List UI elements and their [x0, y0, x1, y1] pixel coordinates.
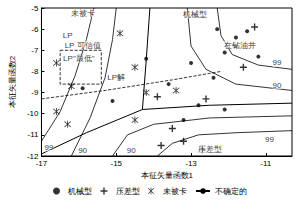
svg-text:LP 可信值: LP 可信值	[65, 41, 101, 50]
svg-text:-13: -13	[185, 159, 197, 168]
svg-text:压差型: 压差型	[116, 187, 140, 196]
svg-text:-9: -9	[31, 88, 39, 97]
svg-text:99: 99	[273, 58, 282, 67]
svg-text:-11: -11	[260, 159, 272, 168]
svg-text:未被卡: 未被卡	[71, 9, 95, 18]
svg-text:99: 99	[265, 135, 274, 144]
svg-text:-12: -12	[26, 151, 39, 161]
svg-text:90: 90	[78, 146, 87, 155]
svg-text:机械型: 机械型	[68, 187, 92, 196]
svg-text:未被卡: 未被卡	[163, 187, 187, 196]
svg-text:LP"最低": LP"最低"	[63, 54, 95, 63]
svg-text:本征矢量函数2: 本征矢量函数2	[8, 55, 17, 108]
svg-text:-11: -11	[27, 130, 39, 139]
svg-text:90: 90	[127, 146, 136, 155]
svg-text:-6: -6	[31, 25, 39, 34]
svg-text:不确定的: 不确定的	[215, 187, 247, 196]
svg-text:99: 99	[44, 143, 53, 152]
svg-text:-5: -5	[31, 4, 39, 13]
svg-text:-7: -7	[31, 46, 39, 55]
svg-text:90: 90	[273, 81, 282, 90]
svg-text:本征矢量函数1: 本征矢量函数1	[141, 171, 194, 180]
svg-text:机械型: 机械型	[183, 10, 207, 19]
svg-text:在钻油井: 在钻油井	[224, 41, 256, 50]
svg-text:-15: -15	[110, 159, 122, 168]
svg-text:LP: LP	[63, 31, 73, 40]
svg-text:压差型: 压差型	[198, 145, 222, 154]
svg-text:-10: -10	[27, 109, 39, 118]
svg-text:-17: -17	[36, 159, 48, 168]
svg-text:LP解: LP解	[107, 73, 125, 82]
svg-text:-8: -8	[31, 67, 39, 76]
